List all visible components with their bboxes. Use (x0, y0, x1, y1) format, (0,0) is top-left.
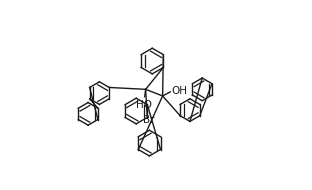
Text: HO: HO (136, 100, 152, 110)
Text: Br: Br (143, 115, 154, 125)
Text: OH: OH (171, 86, 187, 96)
